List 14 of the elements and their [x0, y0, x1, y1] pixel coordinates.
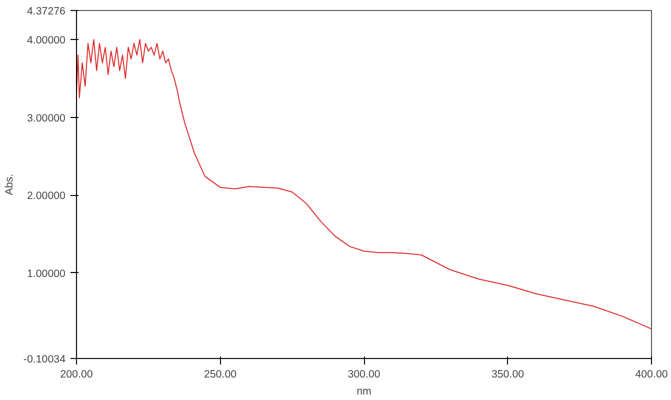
- y-tick-label: -0.10034: [23, 354, 66, 366]
- x-tick-label: 250.00: [204, 368, 237, 380]
- x-tick-label: 200.00: [60, 368, 93, 380]
- line-series: [76, 39, 652, 330]
- x-tick-label: 350.00: [491, 368, 524, 380]
- x-tick-label: 400.00: [635, 368, 668, 380]
- y-axis-title: Abs.: [3, 174, 16, 196]
- y-tick-label: 4.37276: [26, 6, 66, 18]
- x-tick-label: 300.00: [348, 368, 380, 380]
- y-tick-label: 2.00000: [26, 190, 66, 202]
- y-tick-label: 4.00000: [26, 34, 66, 46]
- y-tick-label: 1.00000: [26, 268, 66, 280]
- y-tick-label: 3.00000: [26, 112, 66, 124]
- x-axis-title: nm: [356, 386, 372, 398]
